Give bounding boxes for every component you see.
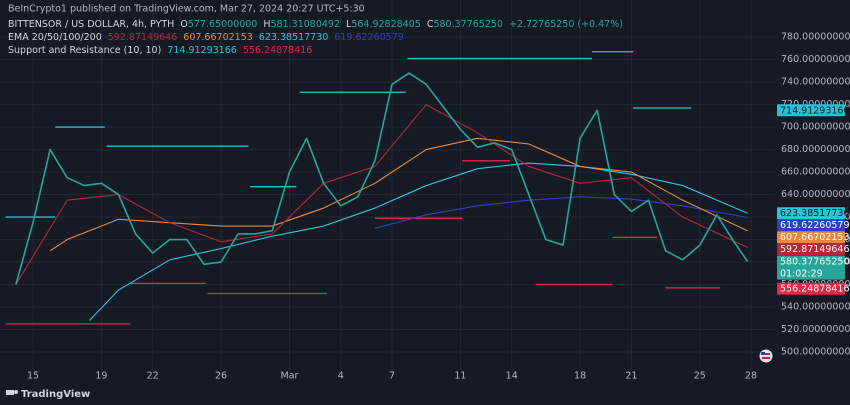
- axis-value-label: 607.66702153: [780, 232, 850, 243]
- x-tick-label: 7: [389, 371, 395, 382]
- ohlc-key: L: [346, 19, 352, 30]
- x-tick-label: Mar: [280, 371, 298, 382]
- flag-circle: [759, 349, 773, 363]
- symbol-name: BITTENSOR / US DOLLAR, 4h, PYTH: [8, 19, 174, 30]
- axis-value-box: [777, 231, 845, 244]
- axis-value-label: 580.37765250: [780, 257, 850, 268]
- axis-value-label: 619.62260579: [780, 220, 850, 231]
- logo-shape: [14, 390, 18, 394]
- axis-value-label: 714.91293166: [780, 105, 850, 116]
- x-tick-label: 22: [147, 371, 159, 382]
- axis-value-box: [777, 243, 845, 256]
- axis-value-box: [777, 219, 845, 232]
- axis-value-label: 623.38517730: [780, 208, 850, 219]
- y-tick-label: 780.00000000: [781, 32, 850, 43]
- x-tick-label: 25: [694, 371, 706, 382]
- x-tick-label: 4: [338, 371, 344, 382]
- x-tick-label: 21: [625, 371, 637, 382]
- ema-value: 619.62260579: [334, 32, 404, 43]
- ema-line: [15, 104, 748, 285]
- y-tick-label: 500.00000000: [781, 347, 850, 358]
- ohlc-key: H: [263, 19, 270, 30]
- flag-canton: [761, 352, 765, 355]
- axis-value-label: 556.24878416: [780, 284, 850, 295]
- axis-value-box: [777, 104, 845, 117]
- ohlc-value: 581.31080492: [271, 19, 341, 30]
- legend-line: BITTENSOR / US DOLLAR, 4h, PYTH O577.6500…: [8, 19, 623, 30]
- legend-line: EMA 20/50/100/200 592.87149646 607.6670215…: [8, 32, 404, 43]
- flag-icon: [759, 349, 773, 363]
- legend-line: Support and Resistance (10, 10) 714.91293…: [8, 45, 312, 56]
- x-tick-label: 15: [27, 371, 39, 382]
- publisher-note: BeInCrypto1 published on TradingView.com…: [8, 4, 365, 15]
- y-tick-label: 760.00000000: [781, 54, 850, 65]
- ohlc-value: 580.37765250: [433, 19, 503, 30]
- countdown: 01:02:29: [780, 269, 823, 280]
- sr-value: 556.24878416: [243, 45, 313, 56]
- logo-shape: [6, 390, 14, 395]
- y-tick-label: 540.00000000: [781, 302, 850, 313]
- x-tick-label: 19: [95, 371, 107, 382]
- axis-value-box: [777, 207, 845, 220]
- axis-value-label: 592.87149646: [780, 244, 850, 255]
- x-tick-label: 28: [745, 371, 757, 382]
- sr-value: 714.91293166: [167, 45, 237, 56]
- y-tick-label: 680.00000000: [781, 144, 850, 155]
- footer-bar: [0, 386, 850, 405]
- ema-line: [49, 137, 748, 252]
- ema-value: 623.38517730: [259, 32, 329, 43]
- axis-value-box: [777, 255, 845, 280]
- watermark: TradingView: [21, 389, 90, 400]
- y-tick-label: 740.00000000: [781, 77, 850, 88]
- ohlc-key: C: [427, 19, 434, 30]
- flag-stripe: [762, 357, 770, 359]
- x-tick-label: 26: [215, 371, 227, 382]
- ohlc-key: O: [180, 19, 187, 30]
- grid: [0, 0, 775, 370]
- ema-value: 607.66702153: [183, 32, 253, 43]
- y-tick-label: 640.00000000: [781, 189, 850, 200]
- y-tick-label: 660.00000000: [781, 167, 850, 178]
- y-tick-label: 520.00000000: [781, 324, 850, 335]
- ema-title: EMA 20/50/100/200: [8, 32, 102, 43]
- tv-logo: [6, 390, 18, 395]
- x-tick-label: 11: [454, 371, 466, 382]
- ohlc-value: 564.92828405: [351, 19, 421, 30]
- x-tick-label: 14: [506, 371, 518, 382]
- ema-line: [89, 162, 748, 321]
- ohlc-value: 577.65000000: [188, 19, 258, 30]
- sr-title: Support and Resistance (10, 10): [8, 45, 161, 56]
- ema-value: 592.87149646: [108, 32, 178, 43]
- change: +2.72765250 (+0.47%): [509, 19, 623, 30]
- ema-line: [374, 196, 748, 229]
- flag-stripe: [762, 353, 770, 355]
- y-tick-label: 700.00000000: [781, 122, 850, 133]
- price-line: [15, 72, 749, 285]
- x-tick-label: 18: [574, 371, 586, 382]
- axis-value-box: [777, 282, 845, 295]
